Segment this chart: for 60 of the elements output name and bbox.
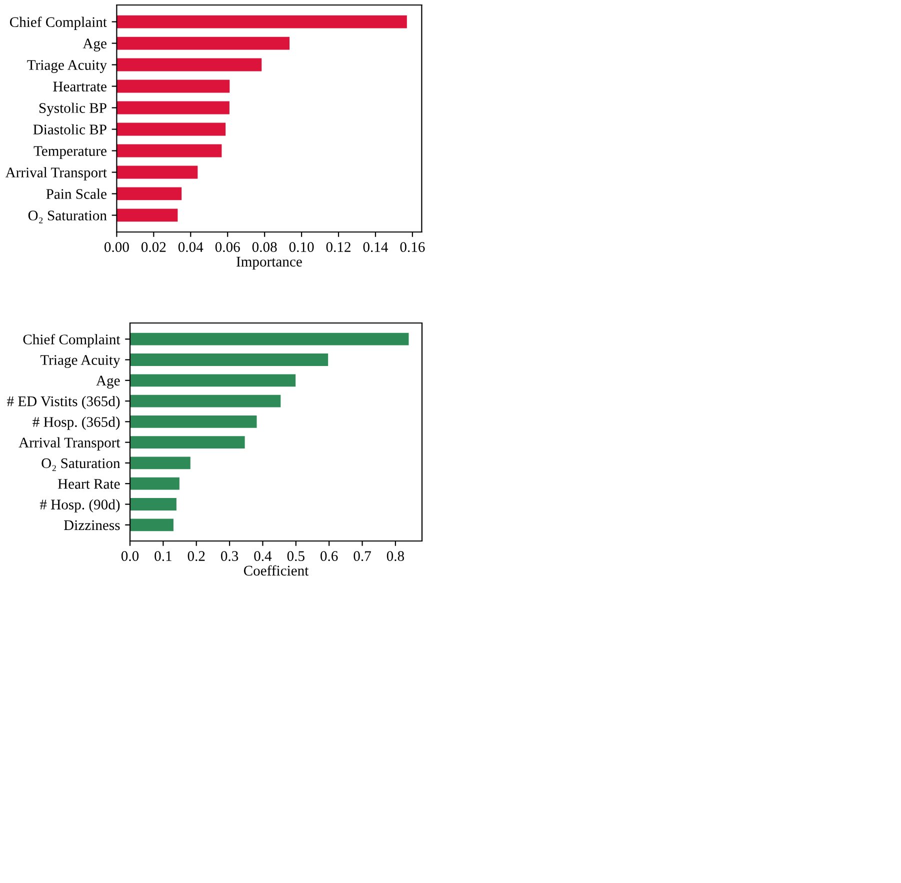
bar (130, 436, 245, 449)
y-tick-label: Heartrate (53, 82, 106, 92)
bar (130, 498, 176, 510)
bar (116, 101, 230, 114)
x-tick-label: 0.00 (104, 242, 129, 252)
bar (116, 166, 198, 179)
x-tick-label: 0.6 (320, 551, 338, 562)
bar (116, 122, 226, 136)
y-tick-label: Triage Acuity (40, 355, 120, 368)
bar (130, 374, 296, 387)
x-tick-label: 0.0 (121, 551, 139, 562)
y-tick-label: O₂ Saturation (28, 210, 107, 224)
y-tick-label: Age (82, 38, 106, 52)
bar (130, 332, 409, 346)
y-tick-label: # Hosp. (365d) (32, 416, 120, 430)
x-tick-label: 0.04 (178, 242, 204, 252)
y-tick-label: Chief Complaint (10, 16, 107, 30)
bar (130, 456, 190, 470)
x-axis-title: Importance (236, 256, 302, 270)
bar (116, 80, 230, 93)
bar (116, 15, 407, 28)
y-tick-label: Chief Complaint (23, 334, 120, 348)
x-tick-label: 0.7 (354, 551, 371, 562)
x-axis-title: Coefficient (244, 565, 309, 576)
x-tick-label: 0.4 (254, 551, 272, 562)
bar (116, 208, 178, 222)
x-tick-label: 0.16 (400, 242, 425, 252)
x-tick-label: 0.1 (154, 551, 172, 562)
x-tick-label: 0.10 (289, 242, 314, 252)
bar (130, 415, 257, 428)
x-tick-label: 0.8 (386, 551, 404, 562)
y-tick-label: Pain Scale (46, 188, 106, 199)
y-tick-label: Arrival Transport (18, 437, 120, 450)
bar (116, 36, 290, 50)
bar (116, 144, 222, 158)
y-tick-label: # Hosp. (90d) (40, 499, 120, 512)
x-tick-label: 0.14 (363, 242, 388, 252)
bar (116, 187, 182, 200)
bar (130, 518, 174, 532)
y-tick-label: Arrival Transport (5, 167, 107, 180)
y-tick-label: Temperature (34, 146, 106, 159)
x-tick-label: 0.2 (188, 551, 205, 562)
x-tick-label: 0.12 (326, 242, 350, 252)
x-tick-label: 0.02 (141, 242, 166, 252)
y-tick-label: Dizziness (64, 520, 120, 530)
bar (130, 354, 328, 366)
x-tick-label: 0.3 (220, 551, 238, 562)
x-tick-label: 0.08 (252, 242, 277, 252)
bar (130, 394, 281, 408)
x-tick-label: 0.5 (287, 551, 304, 562)
x-tick-label: 0.06 (215, 242, 240, 252)
y-tick-label: Triage Acuity (27, 60, 107, 73)
y-tick-label: Diastolic BP (33, 124, 106, 134)
y-tick-label: Systolic BP (39, 102, 106, 116)
y-tick-label: O₂ Saturation (42, 458, 120, 471)
bar (116, 58, 262, 72)
y-tick-label: Heart Rate (58, 479, 120, 489)
y-tick-label: # ED Vistits (365d) (7, 396, 120, 410)
y-tick-label: Age (96, 376, 120, 389)
bar (130, 477, 180, 490)
